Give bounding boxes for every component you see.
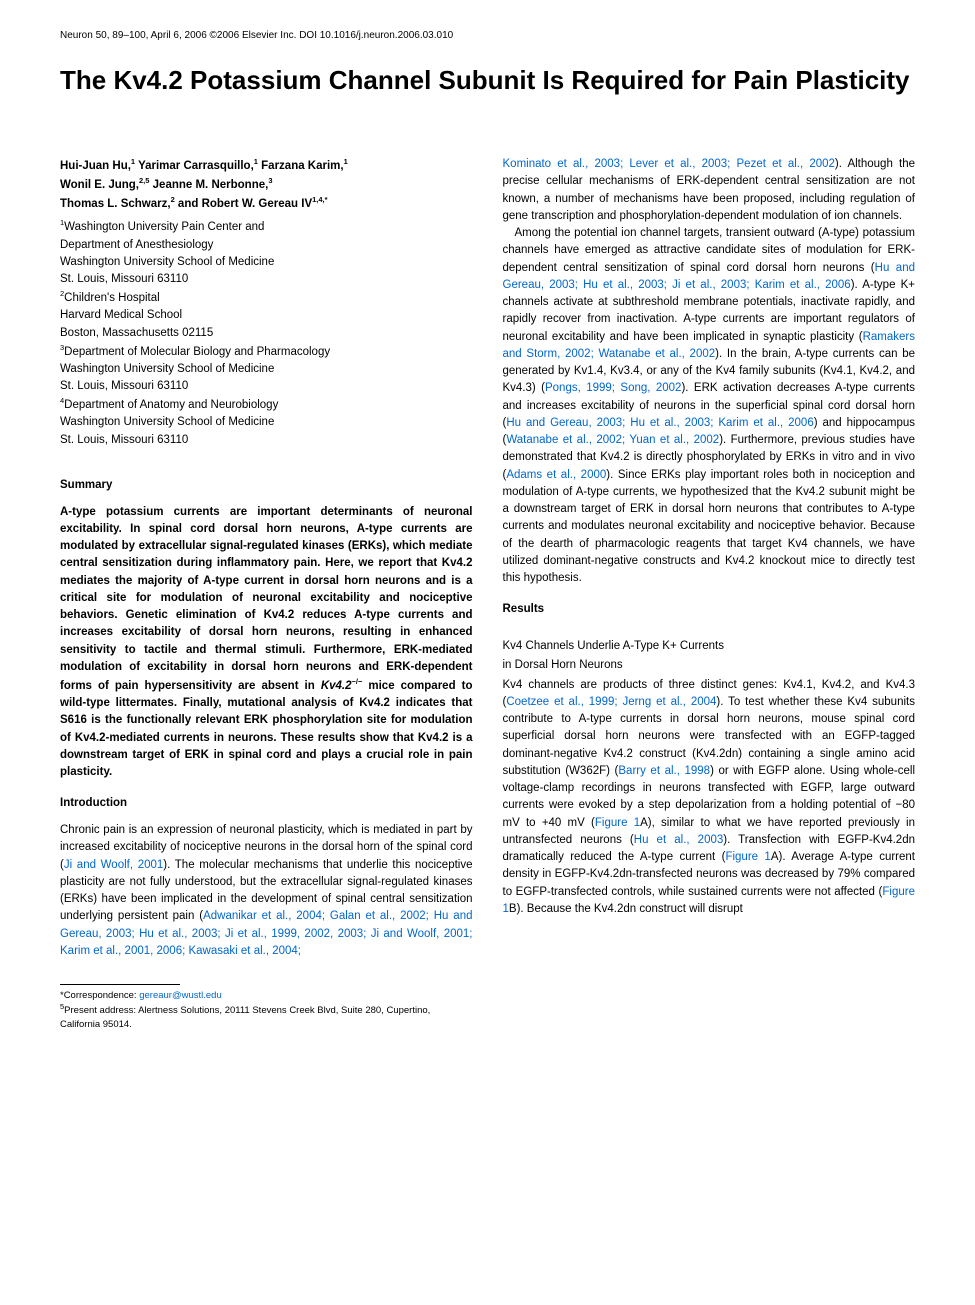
- summary-paragraph: A-type potassium currents are important …: [60, 504, 473, 782]
- affil-line: Department of Molecular Biology and Phar…: [64, 346, 330, 358]
- results-subheading: Kv4 Channels Underlie A-Type K+ Currents: [503, 638, 916, 655]
- footnotes: *Correspondence: gereaur@wustl.edu 5Pres…: [60, 989, 473, 1031]
- footnote-divider: [60, 984, 180, 985]
- gene-name: Kv4.2: [321, 680, 352, 692]
- correspondence-email[interactable]: gereaur@wustl.edu: [139, 990, 222, 1001]
- citation-link[interactable]: Barry et al., 1998: [618, 765, 710, 777]
- footnote-text: Present address: Alertness Solutions, 20…: [60, 1006, 430, 1030]
- citation-link[interactable]: Pongs, 1999; Song, 2002: [545, 382, 681, 394]
- author-list: Hui-Juan Hu,1 Yarimar Carrasquillo,1 Far…: [60, 156, 473, 213]
- summary-text: A-type potassium currents are important …: [60, 506, 473, 692]
- citation-link[interactable]: Adams et al., 2000: [506, 469, 606, 481]
- intro-paragraph-2: Among the potential ion channel targets,…: [503, 225, 916, 587]
- citation-link[interactable]: Hu and Gereau, 2003; Hu et al., 2003; Ka…: [506, 417, 813, 429]
- author-name: and Robert W. Gereau IV: [175, 198, 312, 210]
- intro-paragraph: Chronic pain is an expression of neurona…: [60, 822, 473, 960]
- citation-link[interactable]: Watanabe et al., 2002; Yuan et al., 2002: [506, 434, 719, 446]
- article-title: The Kv4.2 Potassium Channel Subunit Is R…: [60, 65, 915, 96]
- affil-line: Boston, Massachusetts 02115: [60, 327, 213, 339]
- figure-link[interactable]: Figure 1: [725, 851, 770, 863]
- body-text: B). Because the Kv4.2dn construct will d…: [509, 903, 743, 915]
- affil-line: Harvard Medical School: [60, 309, 182, 321]
- affil-line: St. Louis, Missouri 63110: [60, 380, 188, 392]
- affiliations: 1Washington University Pain Center and D…: [60, 217, 473, 449]
- results-paragraph: Kv4 channels are products of three disti…: [503, 677, 916, 919]
- author-name: Farzana Karim,: [258, 160, 344, 172]
- affil-line: Washington University School of Medicine: [60, 363, 274, 375]
- author-name: Jeanne M. Nerbonne,: [149, 179, 268, 191]
- author-name: Wonil E. Jung,: [60, 179, 139, 191]
- author-name: Thomas L. Schwarz,: [60, 198, 171, 210]
- right-column: Kominato et al., 2003; Lever et al., 200…: [503, 156, 916, 1031]
- author-affil-sup: 3: [268, 176, 272, 185]
- affil-line: St. Louis, Missouri 63110: [60, 434, 188, 446]
- citation-link[interactable]: Hu et al., 2003: [634, 834, 724, 846]
- left-column: Hui-Juan Hu,1 Yarimar Carrasquillo,1 Far…: [60, 156, 473, 1031]
- citation-link[interactable]: Coetzee et al., 1999; Jerng et al., 2004: [506, 696, 716, 708]
- body-text: Among the potential ion channel targets,…: [503, 227, 916, 274]
- summary-heading: Summary: [60, 477, 473, 494]
- affil-line: Washington University School of Medicine: [60, 256, 274, 268]
- summary-text: mice compared to wild-type littermates. …: [60, 680, 473, 778]
- author-name: Yarimar Carrasquillo,: [135, 160, 254, 172]
- introduction-heading: Introduction: [60, 795, 473, 812]
- citation-link[interactable]: Ji and Woolf, 2001: [64, 859, 163, 871]
- results-subheading: in Dorsal Horn Neurons: [503, 657, 916, 674]
- results-heading: Results: [503, 601, 916, 618]
- affil-line: Washington University School of Medicine: [60, 416, 274, 428]
- affil-line: St. Louis, Missouri 63110: [60, 273, 188, 285]
- citation-link[interactable]: Kominato et al., 2003; Lever et al., 200…: [503, 158, 835, 170]
- affil-line: Department of Anesthesiology: [60, 239, 213, 251]
- affil-line: Department of Anatomy and Neurobiology: [64, 399, 278, 411]
- intro-continuation: Kominato et al., 2003; Lever et al., 200…: [503, 156, 916, 225]
- body-text: ). Since ERKs play important roles both …: [503, 469, 916, 585]
- author-affil-sup: 1: [344, 157, 348, 166]
- figure-link[interactable]: Figure 1: [595, 817, 640, 829]
- author-name: Hui-Juan Hu,: [60, 160, 131, 172]
- author-affil-sup: 2,5: [139, 176, 149, 185]
- correspondence-label: *Correspondence:: [60, 990, 139, 1001]
- genotype-sup: −/−: [352, 677, 363, 686]
- author-affil-sup: 1,4,*: [312, 195, 327, 204]
- affil-line: Washington University Pain Center and: [64, 221, 264, 233]
- journal-meta: Neuron 50, 89–100, April 6, 2006 ©2006 E…: [60, 30, 915, 41]
- affil-line: Children's Hospital: [64, 292, 160, 304]
- two-column-layout: Hui-Juan Hu,1 Yarimar Carrasquillo,1 Far…: [60, 156, 915, 1031]
